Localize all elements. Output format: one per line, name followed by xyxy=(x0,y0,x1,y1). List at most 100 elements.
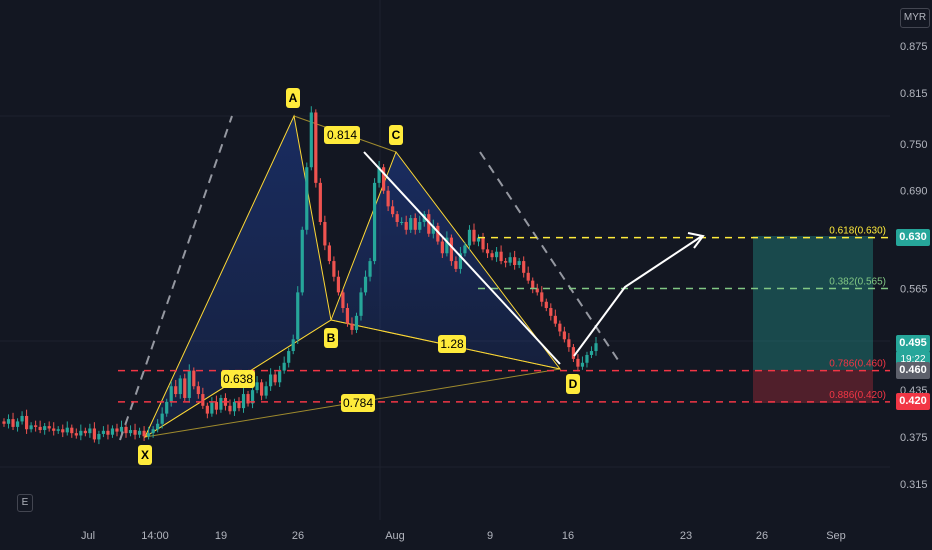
y-tick-label: 0.565 xyxy=(900,283,928,295)
candle-body xyxy=(522,261,526,273)
candle-body xyxy=(178,378,182,395)
candle-body xyxy=(314,112,318,183)
y-tick-label: 0.750 xyxy=(900,139,928,151)
candle-body xyxy=(549,308,553,316)
currency-label[interactable]: MYR xyxy=(900,8,930,28)
candle-body xyxy=(594,343,598,352)
candle-body xyxy=(282,362,286,371)
candle-body xyxy=(174,386,178,395)
y-tick-label: 0.815 xyxy=(900,88,928,100)
x-tick-label: 9 xyxy=(487,530,493,542)
pattern-point-badge xyxy=(286,88,300,108)
candle-body xyxy=(219,397,223,410)
candle-body xyxy=(382,167,386,191)
drop-arrow xyxy=(363,151,561,365)
candle-body xyxy=(214,401,218,410)
candle-body xyxy=(47,426,51,429)
candle-body xyxy=(531,280,535,289)
x-tick-label: 23 xyxy=(680,530,692,542)
x-tick-label: 26 xyxy=(292,530,304,542)
candle-body xyxy=(413,218,417,230)
candle-body xyxy=(92,428,96,440)
ratio-xb: 0.638 xyxy=(223,372,253,386)
candle-body xyxy=(128,430,133,434)
candle-body xyxy=(83,430,87,434)
candle-body xyxy=(513,257,517,265)
candle-body xyxy=(264,386,268,396)
x-tick-label: 14:00 xyxy=(141,530,169,542)
candle-body xyxy=(38,426,42,431)
candle-body xyxy=(368,261,372,277)
price-tag: 0.630 xyxy=(896,229,930,247)
candle-body xyxy=(580,362,585,367)
pattern-point-badge xyxy=(138,445,152,465)
y-tick-label: 0.690 xyxy=(900,186,928,198)
fib-level-label: 0.886(0.420) xyxy=(829,390,886,401)
candle-body xyxy=(246,394,250,404)
candle-body xyxy=(133,430,137,435)
candle-body xyxy=(97,433,101,440)
candle-body xyxy=(377,167,381,183)
candle-body xyxy=(372,182,377,262)
candle-body xyxy=(70,427,74,434)
candle-body xyxy=(305,167,309,230)
exchange-icon[interactable]: E xyxy=(17,494,33,512)
candle-body xyxy=(341,292,345,309)
candle-body xyxy=(445,237,449,254)
candle-body xyxy=(476,237,481,242)
price-tag: 0.420 xyxy=(896,393,930,411)
candle-body xyxy=(11,419,15,427)
candle-body xyxy=(43,426,47,431)
candlesticks xyxy=(2,106,598,445)
candle-body xyxy=(156,423,160,430)
candle-body xyxy=(250,390,255,404)
ratio-xd: 0.784 xyxy=(343,396,373,410)
candle-body xyxy=(336,276,341,293)
pattern-point-x: X xyxy=(141,448,149,462)
loss-zone xyxy=(753,370,873,403)
candle-body xyxy=(192,370,196,387)
x-tick-label: Jul xyxy=(81,530,95,542)
candle-body xyxy=(431,225,435,234)
candle-body xyxy=(169,386,173,402)
x-tick-label: Aug xyxy=(385,530,405,542)
candle-body xyxy=(137,430,142,435)
candle-body xyxy=(151,429,155,434)
candle-body xyxy=(436,225,440,242)
pattern-point-badge xyxy=(389,125,403,145)
candle-body xyxy=(2,421,6,424)
candle-body xyxy=(490,253,494,258)
candle-body xyxy=(15,421,20,427)
candle-body xyxy=(585,354,589,363)
candle-body xyxy=(318,182,322,222)
candle-body xyxy=(296,292,300,340)
candle-body xyxy=(56,429,60,431)
candle-body xyxy=(165,401,169,414)
candle-body xyxy=(52,428,56,431)
candle-body xyxy=(449,237,453,262)
candle-body xyxy=(34,425,38,427)
projection-arrowhead xyxy=(687,232,705,249)
candle-body xyxy=(386,190,390,207)
candle-body xyxy=(259,382,264,396)
candle-body xyxy=(300,229,304,293)
pattern-point-badge xyxy=(324,328,338,348)
candle-body xyxy=(106,430,110,435)
fib-level-label: 0.618(0.630) xyxy=(829,226,886,237)
candle-body xyxy=(517,261,521,265)
y-tick-label: 0.375 xyxy=(900,432,928,444)
pattern-point-a: A xyxy=(289,91,298,105)
candle-body xyxy=(327,245,331,262)
candle-body xyxy=(427,214,431,234)
candle-body xyxy=(273,374,277,383)
price-tag: 0.495 xyxy=(896,334,930,352)
y-tick-label: 0.315 xyxy=(900,479,928,491)
candle-body xyxy=(540,292,544,302)
pattern-point-c: C xyxy=(392,128,401,142)
candle-body xyxy=(359,292,363,316)
candle-body xyxy=(350,323,354,330)
trend-dash-2 xyxy=(479,151,619,361)
candle-body xyxy=(409,218,413,230)
x-tick-label: 19 xyxy=(215,530,227,542)
